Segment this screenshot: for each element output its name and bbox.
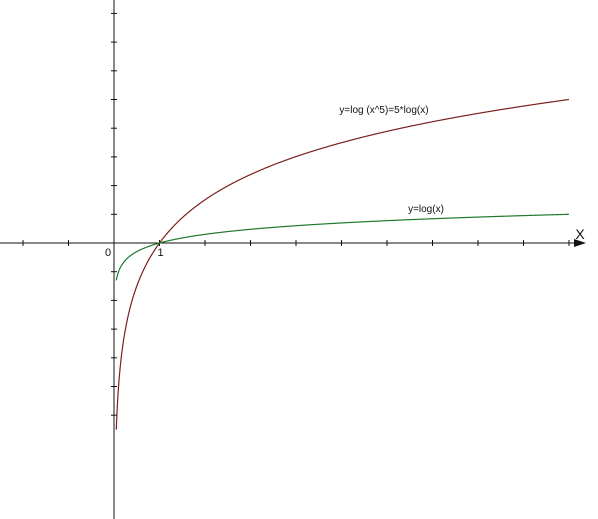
x-axis-title: X: [575, 226, 585, 242]
series-0-label: y=log (x^5)=5*log(x): [339, 105, 428, 116]
series-0-line: [115, 98, 570, 430]
x-tick-label-0: 0: [105, 247, 111, 259]
series-1-label: y=log(x): [408, 204, 444, 215]
x-tick-label-1: 1: [157, 247, 163, 259]
x-axis-arrow: [574, 239, 586, 247]
series-1-line: [115, 213, 570, 281]
axes-layer: [0, 0, 586, 519]
curves-layer: [115, 98, 570, 430]
labels-layer: 0 1 Xy=log (x^5)=5*log(x) y=log(x): [105, 105, 585, 259]
